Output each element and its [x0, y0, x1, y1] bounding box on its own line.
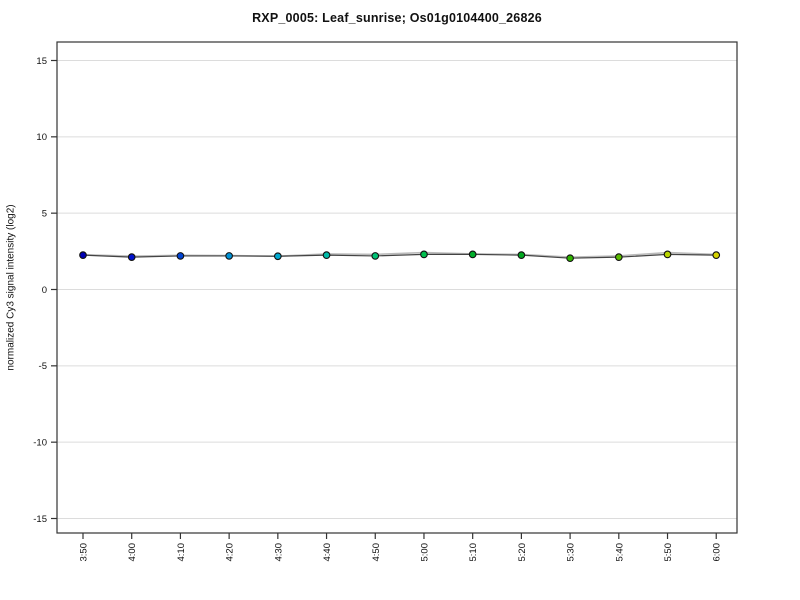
x-tick-label-10: 5:30 — [566, 543, 577, 562]
y-tick-label--5: -5 — [39, 361, 47, 372]
data-point-4:50[interactable] — [371, 252, 380, 260]
x-tick-label-8: 5:10 — [468, 543, 479, 562]
mean-signal-line — [82, 253, 717, 259]
x-tick-label-0: 3:50 — [79, 543, 90, 562]
x-tick-label-11: 5:40 — [614, 543, 625, 562]
x-tick-label-12: 5:50 — [663, 543, 674, 562]
data-point-4:40[interactable] — [322, 251, 331, 259]
y-tick-label-5: 5 — [42, 209, 47, 220]
data-point-5:50[interactable] — [663, 250, 672, 259]
data-point-5:00[interactable] — [420, 250, 428, 259]
plot-frame — [56, 41, 738, 534]
data-point-6:00[interactable] — [712, 251, 721, 259]
x-tick-label-13: 6:00 — [712, 543, 723, 562]
data-point-5:30[interactable] — [566, 254, 574, 263]
x-tick-label-4: 4:30 — [273, 543, 284, 562]
x-tick-label-6: 4:50 — [371, 543, 382, 562]
data-point-4:00[interactable] — [127, 253, 136, 261]
x-tick-label-3: 4:20 — [225, 543, 236, 562]
data-point-4:20[interactable] — [225, 252, 233, 260]
data-point-3:50[interactable] — [79, 251, 87, 259]
x-tick-label-9: 5:20 — [517, 543, 528, 562]
data-point-4:10[interactable] — [176, 252, 185, 260]
y-tick-label--15: -15 — [33, 514, 47, 525]
chart-title: RXP_0005: Leaf_sunrise; Os01g0104400_268… — [252, 11, 542, 25]
y-tick-label-10: 10 — [36, 132, 47, 143]
data-point-5:40[interactable] — [614, 253, 623, 261]
x-tick-label-2: 4:10 — [176, 543, 187, 562]
y-tick-label-15: 15 — [36, 56, 47, 67]
y-tick-label--10: -10 — [33, 438, 47, 449]
data-point-4:30[interactable] — [273, 252, 282, 261]
x-tick-label-5: 4:40 — [322, 543, 333, 562]
x-tick-label-7: 5:00 — [419, 543, 430, 562]
data-point-5:20[interactable] — [517, 251, 526, 259]
x-tick-label-1: 4:00 — [127, 543, 138, 562]
y-tick-label-0: 0 — [42, 285, 47, 296]
data-point-5:10[interactable] — [468, 250, 477, 259]
